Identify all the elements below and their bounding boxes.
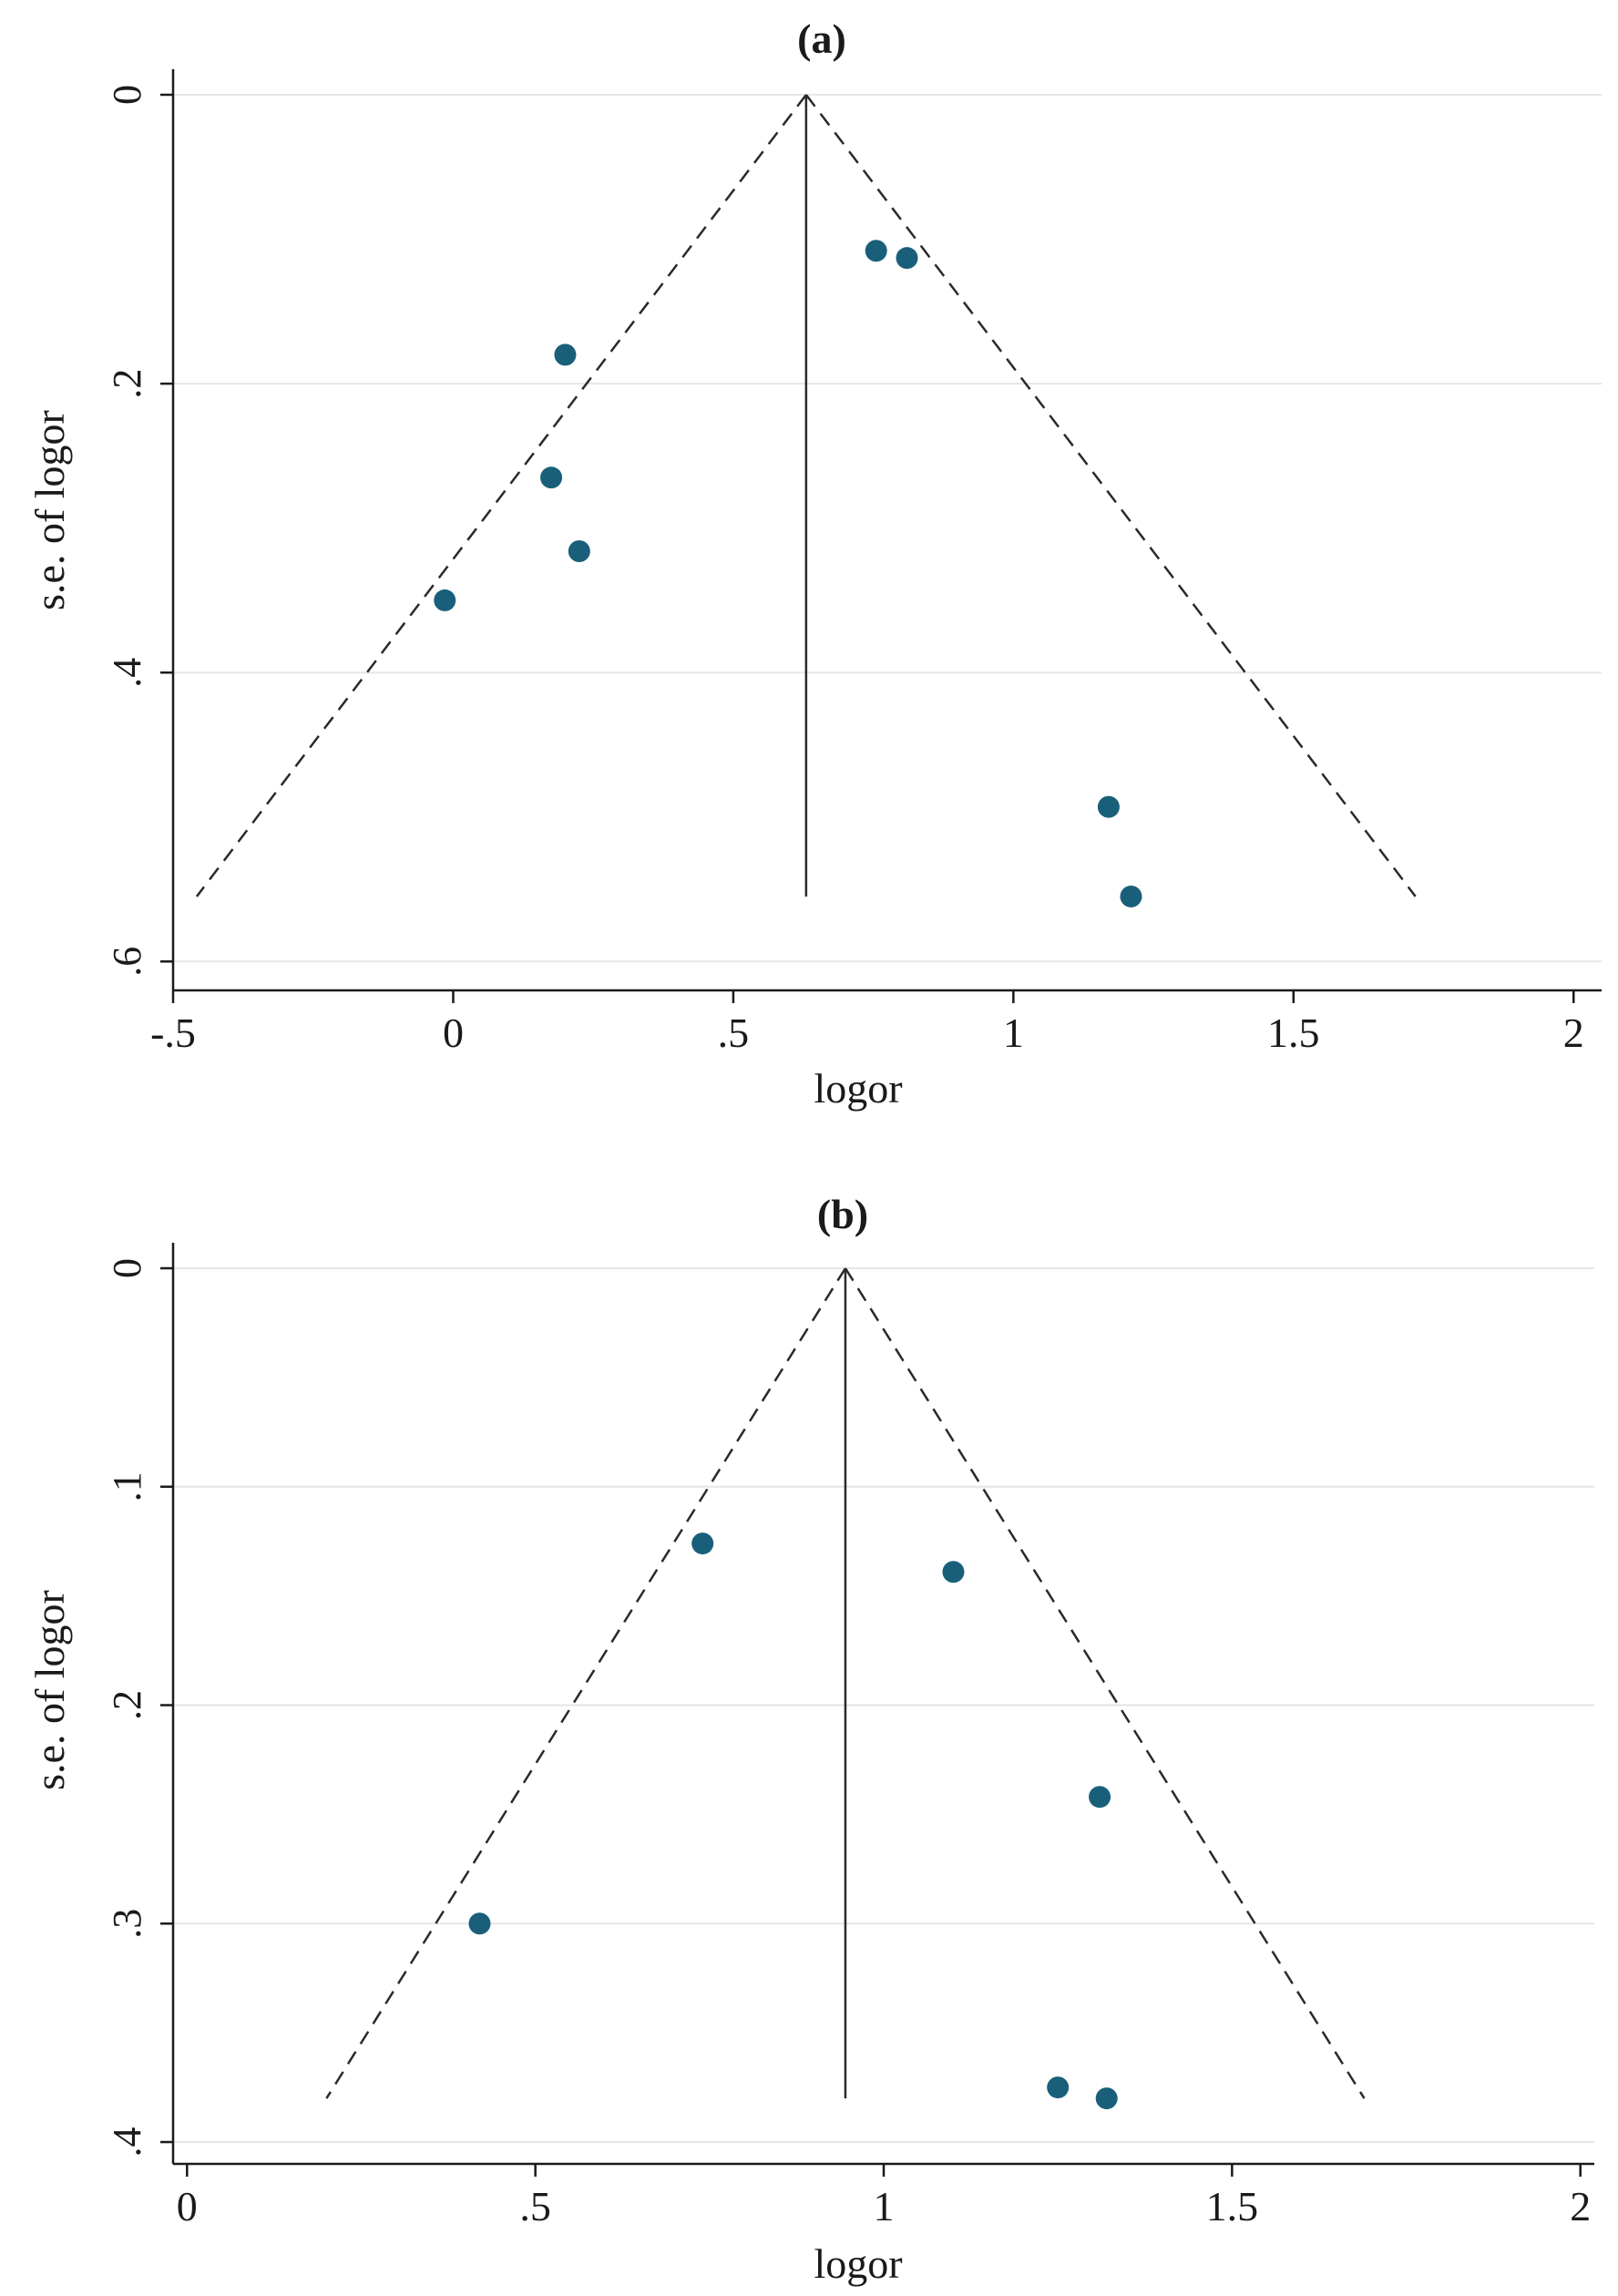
y-tick-label-b-1: .1 <box>105 1471 149 1502</box>
chart-title-b: (b) <box>817 1191 868 1237</box>
x-axis-label-a: logor <box>814 1065 902 1112</box>
x-axis-label-b: logor <box>814 2240 902 2287</box>
x-tick-label-b-4: 2 <box>1570 2183 1591 2229</box>
data-point-a-2 <box>554 343 577 366</box>
funnel-right-line-b <box>844 1267 1366 2099</box>
data-point-b-1 <box>942 1561 965 1584</box>
y-tick-label-b-2: .2 <box>105 1690 149 1720</box>
x-tick-label-a-3: 1 <box>1003 1010 1024 1056</box>
funnel-plot-a: (a) s.e. of logor logor 0 .2 .4 .6 -.5 0 .5 1 1.… <box>26 15 1602 1112</box>
data-point-b-2 <box>1089 1786 1111 1809</box>
x-tick-label-a-2: .5 <box>718 1010 750 1056</box>
y-tick-label-a-0: 0 <box>105 85 149 105</box>
x-tick-label-b-0: 0 <box>177 2183 198 2229</box>
x-tick-label-b-2: 1 <box>874 2183 895 2229</box>
funnel-left-line-a <box>195 94 807 897</box>
x-tick-label-a-0: -.5 <box>150 1010 196 1056</box>
funnel-right-line-a <box>804 94 1417 897</box>
x-tick-label-a-5: 2 <box>1563 1010 1584 1056</box>
data-point-b-0 <box>691 1532 714 1555</box>
x-tick-label-a-1: 0 <box>443 1010 464 1056</box>
y-tick-label-b-3: .3 <box>105 1909 149 1939</box>
data-point-b-5 <box>1095 2087 1118 2110</box>
y-tick-label-b-0: 0 <box>105 1258 149 1278</box>
x-tick-label-b-3: 1.5 <box>1206 2183 1259 2229</box>
funnel-left-line-b <box>325 1267 847 2099</box>
y-tick-label-a-1: .2 <box>105 369 149 399</box>
funnel-plot-b: (b) s.e. of logor logor 0 .1 .2 .3 .4 0 .5 1 1.5… <box>26 1191 1594 2287</box>
y-tick-label-a-2: .4 <box>105 658 149 688</box>
chart-title-a: (a) <box>797 15 846 62</box>
data-point-b-4 <box>1047 2076 1070 2099</box>
data-point-a-1 <box>896 247 918 270</box>
y-tick-label-a-3: .6 <box>105 947 149 977</box>
y-axis-label-b: s.e. of logor <box>26 1590 73 1790</box>
data-point-a-5 <box>434 589 456 611</box>
data-point-b-3 <box>468 1912 491 1935</box>
data-point-a-4 <box>568 540 590 563</box>
x-tick-label-a-4: 1.5 <box>1267 1010 1320 1056</box>
y-axis-label-a: s.e. of logor <box>26 410 73 610</box>
data-point-a-0 <box>865 240 887 262</box>
x-tick-label-b-1: .5 <box>519 2183 551 2229</box>
data-point-a-3 <box>540 466 563 489</box>
data-point-a-6 <box>1097 795 1120 818</box>
data-point-a-7 <box>1120 885 1142 907</box>
y-tick-label-b-4: .4 <box>105 2127 149 2158</box>
